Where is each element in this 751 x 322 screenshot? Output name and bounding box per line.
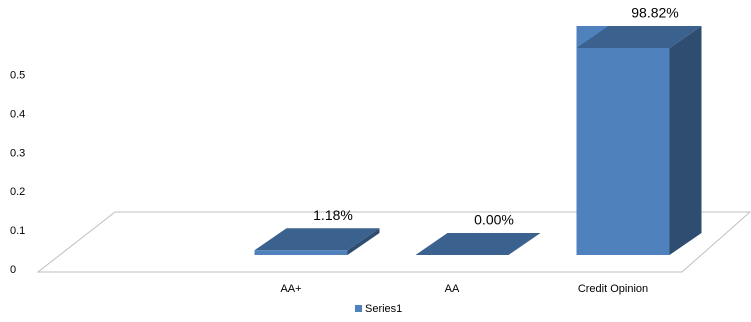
y-tick-label: 0.3 — [10, 147, 25, 159]
bar-side — [669, 26, 702, 255]
bar-top — [576, 26, 702, 48]
y-tick-label: 0.5 — [10, 70, 25, 82]
x-tick-label: Credit Opinion — [578, 283, 648, 295]
bar-top — [254, 228, 380, 251]
bar-top — [415, 233, 541, 255]
legend-swatch — [355, 305, 362, 312]
data-label: 0.00% — [474, 212, 514, 228]
data-label: 98.82% — [631, 5, 678, 21]
data-label: 1.18% — [313, 207, 353, 223]
bar — [254, 250, 348, 255]
bars — [254, 26, 702, 255]
y-tick-label: 0.4 — [10, 109, 25, 121]
x-tick-label: AA — [445, 283, 460, 295]
bar-side — [347, 228, 380, 255]
y-tick-label: 0 — [10, 264, 16, 276]
floor — [36, 211, 751, 273]
bar — [576, 26, 670, 255]
legend-label: Series1 — [365, 303, 402, 315]
y-tick-label: 0.1 — [10, 225, 25, 237]
y-tick-label: 0.2 — [10, 186, 25, 198]
x-tick-label: AA+ — [280, 283, 301, 295]
